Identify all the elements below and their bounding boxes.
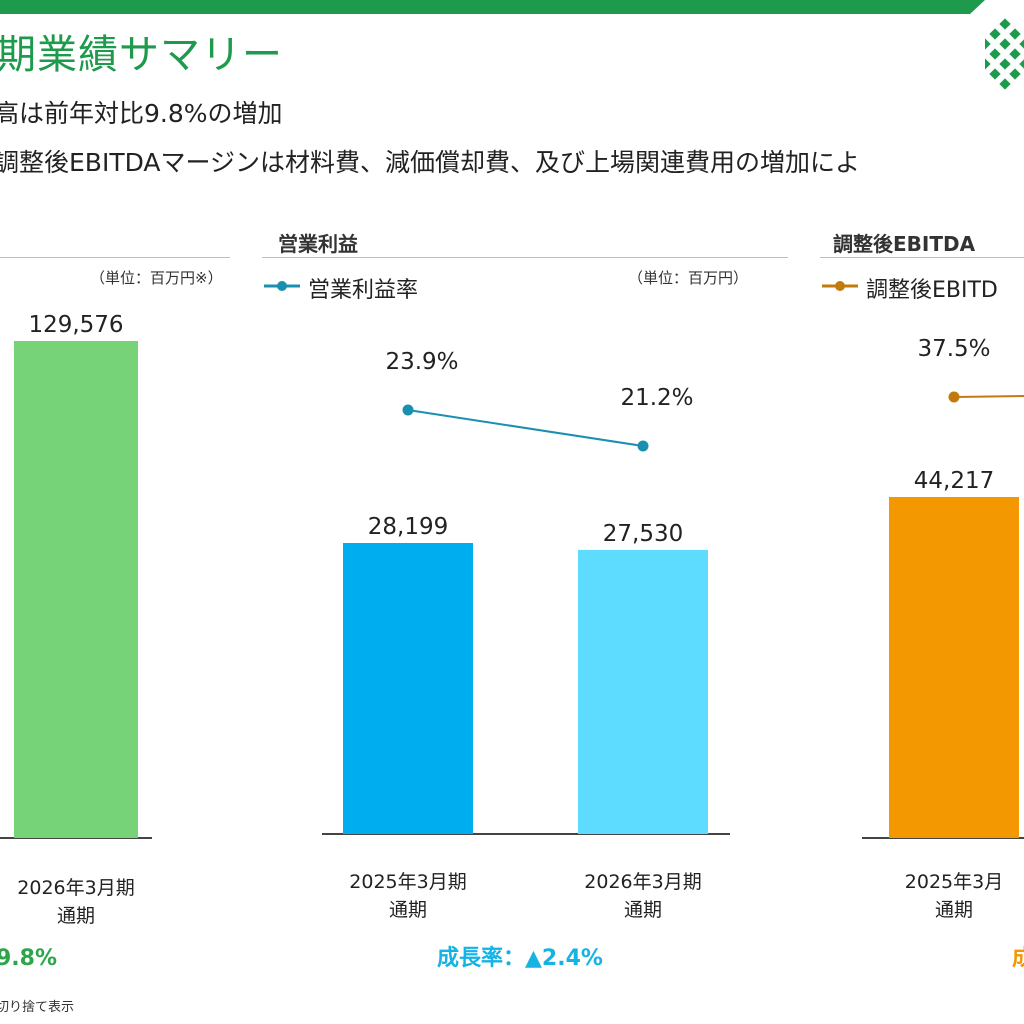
legend-line-ebitda-margin — [822, 281, 858, 291]
bar-value-label: 129,576 — [28, 312, 123, 338]
category-tick-label: 通期 — [389, 899, 427, 921]
unit-label-operating-profit: （単位：百万円） — [628, 269, 749, 287]
legend-label-ebitda-margin: 調整後EBITD — [866, 278, 998, 303]
legend-line-operating-margin — [264, 281, 300, 291]
bar-value-label: 27,530 — [603, 521, 683, 547]
section-rule-1 — [0, 257, 230, 258]
operating-profit-title: 営業利益 — [278, 232, 358, 256]
section-rule-3 — [820, 257, 1024, 258]
margin-point — [637, 440, 649, 452]
category-tick-label: 通期 — [57, 905, 95, 927]
margin-value-label: 23.9% — [385, 349, 458, 375]
growth-rate-operating-profit: 成長率：▲2.4% — [437, 946, 603, 971]
growth-rate-ebitda: 成 — [1012, 946, 1024, 971]
margin-point — [402, 404, 414, 416]
legend-label-operating-margin: 営業利益率 — [308, 278, 419, 303]
category-tick-label: 2025年3月期 — [349, 871, 466, 893]
bar-value-label: 28,199 — [368, 514, 448, 540]
ebitda-title: 調整後EBITDA — [833, 232, 976, 256]
summary-bullet-1: 高は前年対比9.8%の増加 — [0, 99, 283, 128]
margin-value-label: 21.2% — [620, 385, 693, 411]
header-accent-shape — [0, 0, 985, 14]
margin-value-label: 37.5% — [917, 336, 990, 362]
margin-series-line — [407, 409, 644, 447]
margin-series-line — [953, 395, 1024, 398]
footnote: 切り捨て表示 — [0, 1000, 75, 1015]
category-tick-label: 2026年3月期 — [17, 877, 134, 899]
growth-rate-revenue: 9.8% — [0, 946, 58, 971]
bar — [889, 497, 1019, 838]
summary-bullet-2: 調整後EBITDAマージンは材料費、減価償却費、及び上場関連費用の増加によ — [0, 148, 861, 177]
bar-value-label: 44,217 — [914, 468, 994, 494]
margin-point — [948, 391, 960, 403]
category-tick-label: 2026年3月期 — [584, 871, 701, 893]
unit-label-revenue: （単位：百万円※） — [90, 269, 223, 287]
bar — [578, 549, 708, 834]
section-rule-2 — [262, 257, 788, 258]
category-tick-label: 通期 — [624, 899, 662, 921]
page-title: 期業績サマリー — [0, 32, 283, 78]
company-logo-icon — [985, 18, 1024, 90]
bar — [343, 543, 473, 834]
bar — [14, 341, 138, 838]
category-tick-label: 通期 — [935, 899, 973, 921]
category-tick-label: 2025年3月 — [905, 871, 1003, 893]
